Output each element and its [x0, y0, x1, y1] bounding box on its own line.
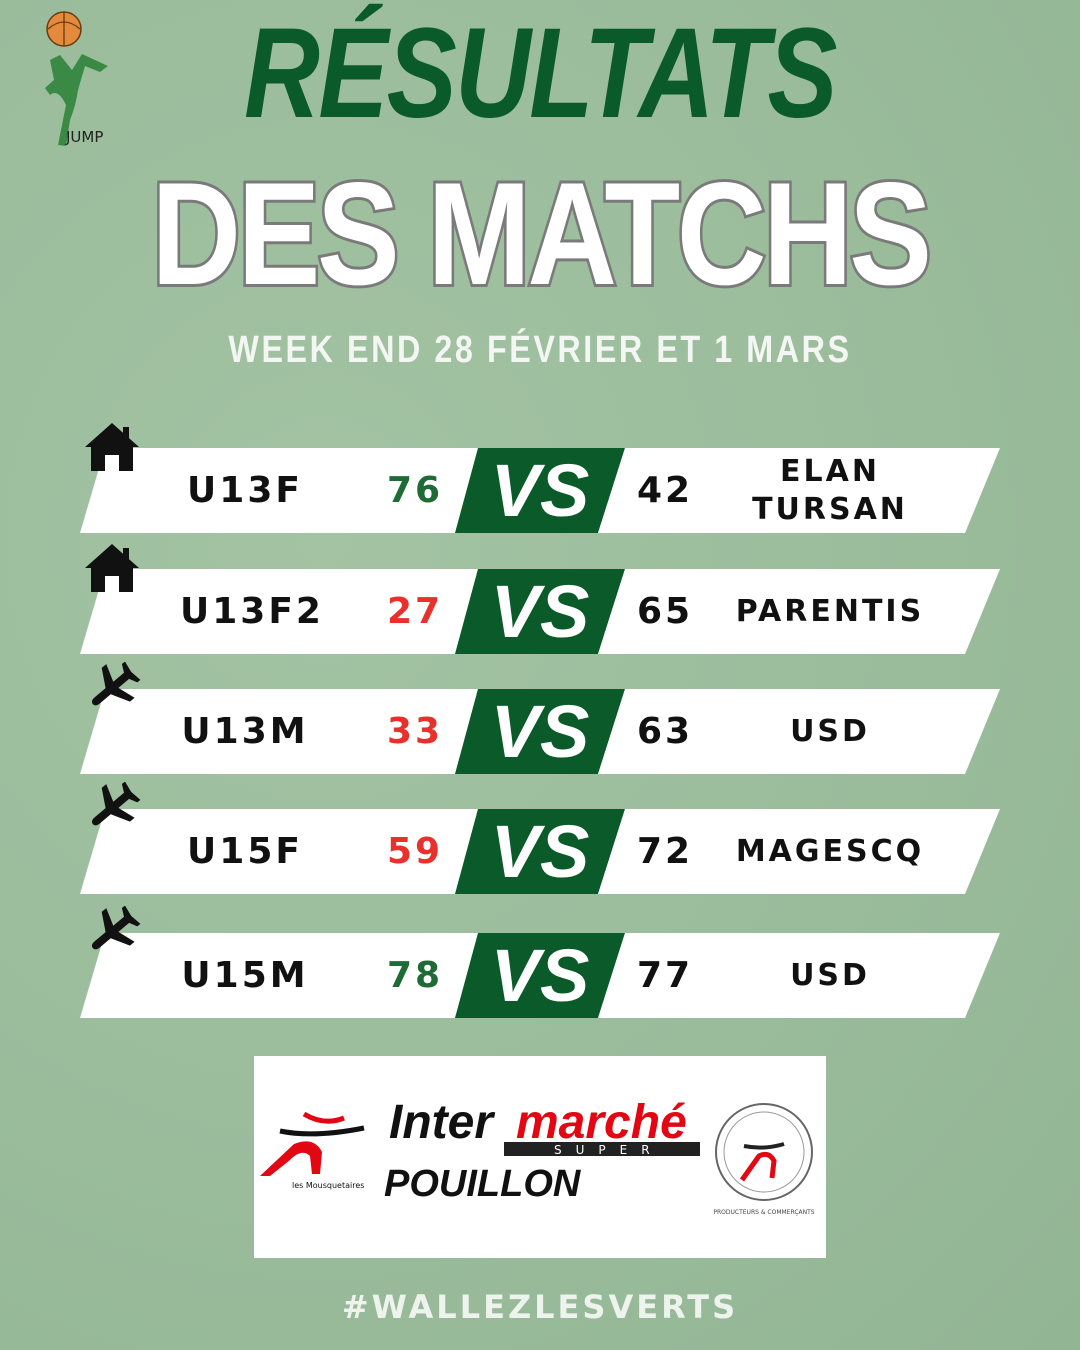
opponent-score: 72 — [636, 831, 694, 872]
team-name: U13F — [187, 470, 303, 511]
opponent-name: ELAN TURSAN — [752, 453, 908, 527]
hashtag: #WALLEZLESVERTS — [341, 1288, 739, 1326]
opponent-name: USD — [790, 957, 870, 993]
airplane-icon — [91, 662, 141, 706]
opponent-score: 77 — [636, 955, 694, 996]
team-score: 27 — [386, 591, 444, 632]
svg-text:JUMP: JUMP — [65, 128, 103, 146]
away-panel — [598, 809, 1000, 894]
home-panel — [80, 569, 480, 654]
opponent-score: 63 — [636, 711, 694, 752]
title-line-1: RÉSULTATS — [244, 2, 837, 145]
home-panel — [80, 448, 480, 533]
match-row: U15F 59 VS 72 MAGESCQ — [80, 782, 1000, 894]
team-name: U13M — [181, 711, 309, 752]
vs-panel — [455, 809, 625, 894]
svg-text:Inter: Inter — [389, 1096, 495, 1149]
vs-panel — [455, 448, 625, 533]
vs-label: VS — [490, 690, 590, 773]
vs-label: VS — [490, 570, 590, 653]
airplane-icon — [91, 906, 141, 950]
team-name: U13F2 — [180, 591, 324, 632]
match-row: U13M 33 VS 63 USD — [80, 662, 1000, 774]
title-line-2: DES MATCHS — [149, 149, 935, 318]
match-row: U15M 78 VS 77 USD — [80, 906, 1000, 1018]
opponent-score: 65 — [636, 591, 694, 632]
house-icon — [85, 544, 139, 592]
away-panel — [598, 448, 1000, 533]
team-score: 78 — [386, 955, 444, 996]
svg-text:SUPER: SUPER — [554, 1143, 664, 1157]
home-panel — [80, 809, 480, 894]
vs-label: VS — [490, 449, 590, 532]
svg-text:les Mousquetaires: les Mousquetaires — [292, 1181, 364, 1190]
away-panel — [598, 569, 1000, 654]
away-panel — [598, 689, 1000, 774]
vs-label: VS — [490, 810, 590, 893]
svg-text:POUILLON: POUILLON — [384, 1163, 582, 1205]
sponsor-banner: les Mousquetaires Inter marché SUPER POU… — [254, 1056, 826, 1258]
opponent-name: USD — [790, 713, 870, 749]
opponent-name: MAGESCQ — [735, 833, 925, 869]
home-panel — [80, 689, 480, 774]
vs-panel — [455, 569, 625, 654]
club-logo: JUMP — [45, 11, 108, 146]
airplane-icon — [91, 782, 141, 826]
team-score: 33 — [386, 711, 444, 752]
svg-text:marché: marché — [516, 1096, 687, 1149]
house-icon — [85, 423, 139, 471]
team-score: 76 — [386, 470, 444, 511]
away-panel — [598, 933, 1000, 1018]
team-name: U15M — [181, 955, 309, 996]
vs-panel — [455, 689, 625, 774]
opponent-score: 42 — [636, 470, 694, 511]
vs-label: VS — [490, 934, 590, 1017]
home-panel — [80, 933, 480, 1018]
match-row: U13F 76 VS 42 ELAN TURSAN — [80, 423, 1000, 533]
subtitle: WEEK END 28 FÉVRIER ET 1 MARS — [228, 329, 852, 371]
sponsor-logo: les Mousquetaires Inter marché SUPER POU… — [260, 1096, 815, 1216]
vs-panel — [455, 933, 625, 1018]
team-name: U15F — [187, 831, 303, 872]
team-score: 59 — [386, 831, 444, 872]
match-row: U13F2 27 VS 65 PARENTIS — [80, 544, 1000, 654]
svg-text:PRODUCTEURS & COMMERÇANTS: PRODUCTEURS & COMMERÇANTS — [713, 1209, 814, 1216]
opponent-name: PARENTIS — [735, 593, 925, 629]
